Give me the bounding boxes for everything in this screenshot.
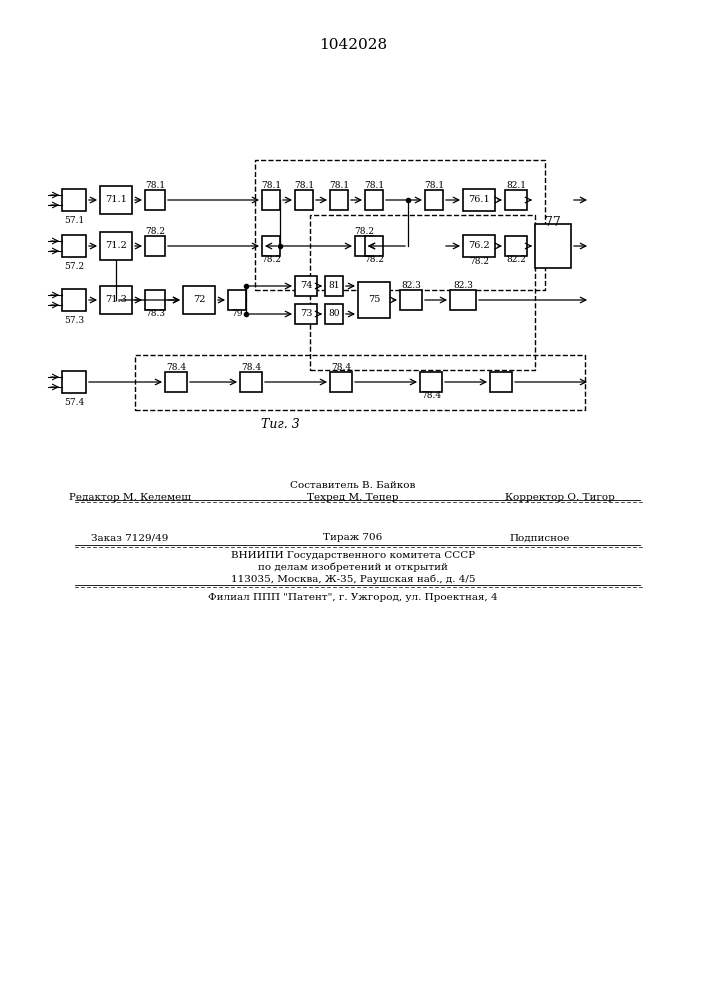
- Bar: [490, 372, 512, 392]
- Text: 78.4: 78.4: [241, 363, 261, 372]
- Text: 80: 80: [328, 310, 340, 318]
- Bar: [505, 190, 527, 210]
- Text: 78.2: 78.2: [145, 228, 165, 236]
- Text: 78.1: 78.1: [424, 182, 444, 190]
- Bar: [365, 236, 383, 256]
- Text: 72: 72: [193, 296, 205, 304]
- Bar: [255, 160, 545, 290]
- Text: 82.3: 82.3: [401, 282, 421, 290]
- Bar: [165, 372, 187, 392]
- Text: 78.1: 78.1: [364, 182, 384, 190]
- Bar: [295, 190, 313, 210]
- Text: 57.4: 57.4: [64, 398, 84, 407]
- Text: 78.1: 78.1: [329, 182, 349, 190]
- Text: 82.2: 82.2: [506, 255, 526, 264]
- Bar: [240, 372, 262, 392]
- Text: 78.4: 78.4: [421, 391, 441, 400]
- Bar: [145, 236, 165, 256]
- Text: Подписное: Подписное: [510, 534, 570, 542]
- Text: 78.2: 78.2: [261, 255, 281, 264]
- Bar: [325, 276, 343, 296]
- Bar: [145, 290, 165, 310]
- Bar: [62, 189, 86, 211]
- Bar: [450, 290, 476, 310]
- Text: Техред М. Тепер: Техред М. Тепер: [308, 492, 399, 502]
- Text: 73: 73: [300, 310, 312, 318]
- Text: 82.3: 82.3: [453, 282, 473, 290]
- Bar: [535, 224, 571, 268]
- Bar: [145, 190, 165, 210]
- Text: 71.2: 71.2: [105, 241, 127, 250]
- Bar: [183, 286, 215, 314]
- Text: Составитель В. Байков: Составитель В. Байков: [291, 481, 416, 489]
- Text: ВНИИПИ Государственного комитета СССР: ВНИИПИ Государственного комитета СССР: [231, 550, 475, 560]
- Bar: [62, 235, 86, 257]
- Bar: [100, 286, 132, 314]
- Bar: [62, 371, 86, 393]
- Text: 78.4: 78.4: [166, 363, 186, 372]
- Bar: [365, 190, 383, 210]
- Text: Τиг. 3: Τиг. 3: [261, 418, 299, 432]
- Bar: [330, 190, 348, 210]
- Bar: [505, 236, 527, 256]
- Text: 78.2: 78.2: [354, 228, 374, 236]
- Text: Заказ 7129/49: Заказ 7129/49: [91, 534, 169, 542]
- Bar: [463, 189, 495, 211]
- Text: 78.1: 78.1: [294, 182, 314, 190]
- Bar: [100, 232, 132, 260]
- Text: Корректор О. Тигор: Корректор О. Тигор: [505, 492, 615, 502]
- Bar: [295, 304, 317, 324]
- Bar: [463, 235, 495, 257]
- Text: 78.2: 78.2: [469, 256, 489, 265]
- Text: 78.4: 78.4: [331, 363, 351, 372]
- Text: Тираж 706: Тираж 706: [323, 534, 382, 542]
- Text: 113035, Москва, Ж-35, Раушская наб., д. 4/5: 113035, Москва, Ж-35, Раушская наб., д. …: [230, 574, 475, 584]
- Text: 71.1: 71.1: [105, 196, 127, 205]
- Text: по делам изобретений и открытий: по делам изобретений и открытий: [258, 562, 448, 572]
- Text: 78.1: 78.1: [145, 182, 165, 190]
- Text: 74: 74: [300, 282, 312, 290]
- Text: 76.1: 76.1: [468, 196, 490, 205]
- Text: 81: 81: [328, 282, 340, 290]
- Text: 75: 75: [368, 296, 380, 304]
- Bar: [310, 215, 535, 370]
- Bar: [295, 276, 317, 296]
- Bar: [62, 289, 86, 311]
- Bar: [425, 190, 443, 210]
- Bar: [100, 186, 132, 214]
- Text: 78.2: 78.2: [364, 255, 384, 264]
- Bar: [262, 190, 280, 210]
- Text: 71.3: 71.3: [105, 296, 127, 304]
- Bar: [228, 290, 246, 310]
- Bar: [135, 355, 585, 410]
- Bar: [400, 290, 422, 310]
- Text: 1042028: 1042028: [319, 38, 387, 52]
- Bar: [330, 372, 352, 392]
- Text: 79: 79: [231, 310, 243, 318]
- Text: 78.3: 78.3: [145, 310, 165, 318]
- Text: 78.1: 78.1: [261, 182, 281, 190]
- Text: 82.1: 82.1: [506, 182, 526, 190]
- Text: 57.1: 57.1: [64, 216, 84, 225]
- Bar: [355, 236, 373, 256]
- Bar: [420, 372, 442, 392]
- Text: Филиал ППП "Патент", г. Ужгород, ул. Проектная, 4: Филиал ППП "Патент", г. Ужгород, ул. Про…: [208, 593, 498, 602]
- Bar: [325, 304, 343, 324]
- Text: 76.2: 76.2: [468, 241, 490, 250]
- Text: 57.3: 57.3: [64, 316, 84, 325]
- Bar: [358, 282, 390, 318]
- Bar: [262, 236, 280, 256]
- Text: Редактор М. Келемеш: Редактор М. Келемеш: [69, 492, 191, 502]
- Text: 77: 77: [545, 217, 561, 230]
- Text: 57.2: 57.2: [64, 262, 84, 271]
